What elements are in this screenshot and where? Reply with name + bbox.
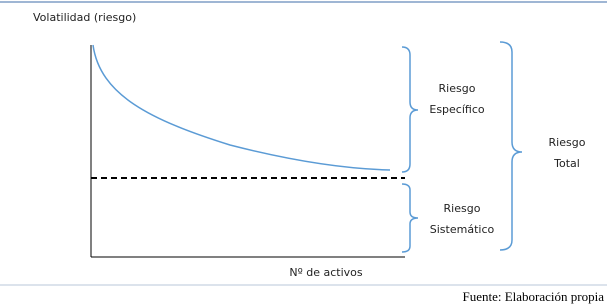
x-axis-label: Nº de activos bbox=[289, 266, 363, 279]
y-axis-label: Volatilidad (riesgo) bbox=[33, 11, 136, 24]
systematic-label: Sistemático bbox=[430, 223, 495, 236]
brace-total bbox=[499, 41, 523, 251]
specific-label: Riesgo bbox=[439, 82, 476, 95]
source: Fuente: Elaboración propia bbox=[462, 289, 604, 304]
total-label: Riesgo bbox=[549, 136, 586, 149]
systematic-label: Riesgo bbox=[444, 202, 481, 215]
risk-curve bbox=[92, 44, 391, 171]
brace-systematic bbox=[401, 183, 419, 253]
brace-specific bbox=[401, 46, 419, 173]
total-label: Total bbox=[553, 157, 580, 170]
specific-label: Específico bbox=[429, 103, 485, 116]
